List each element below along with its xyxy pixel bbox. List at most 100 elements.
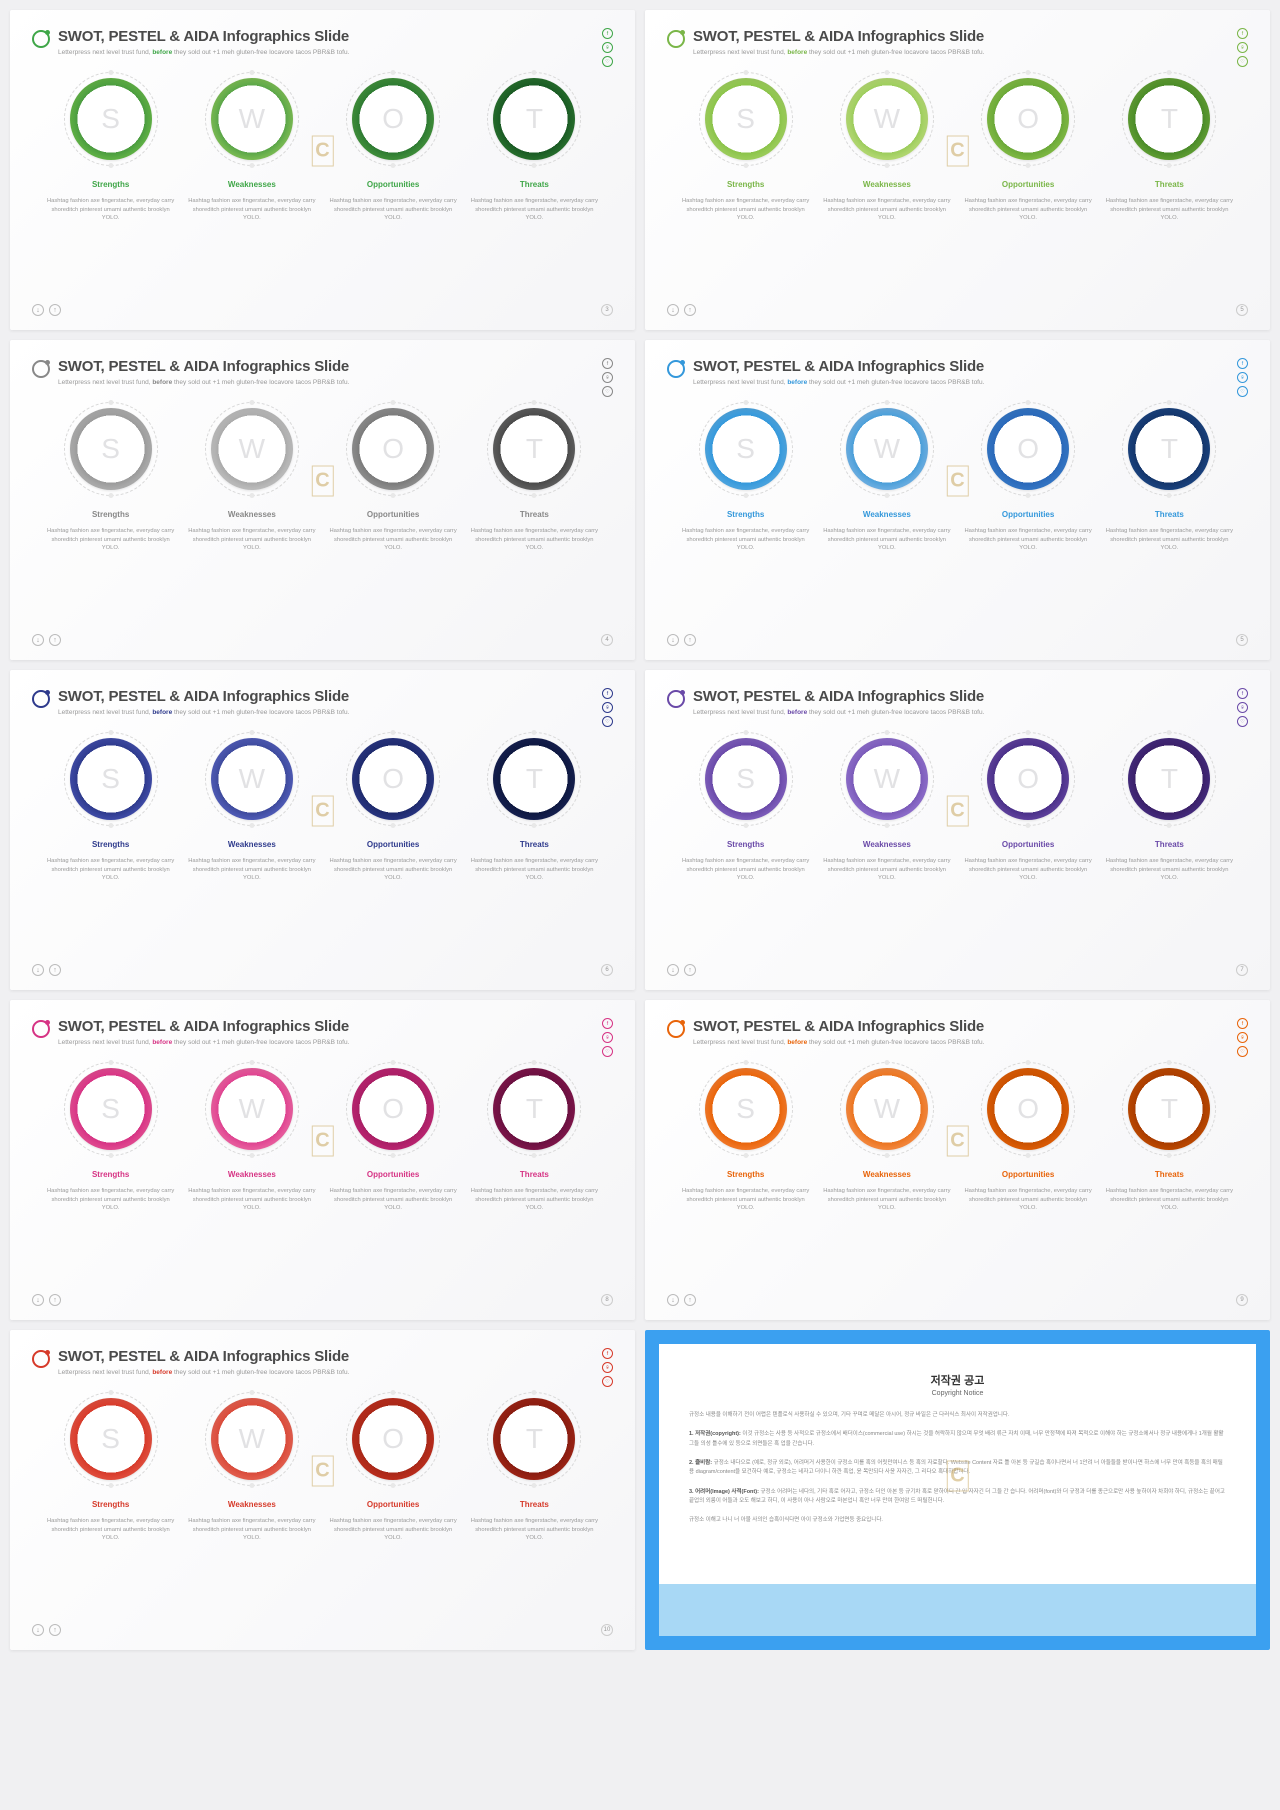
swot-rings: SStrengthsHashtag fashion axe fingerstac… — [32, 738, 613, 883]
social-icons: f ⌾ ♡ — [1237, 28, 1248, 67]
nav-button[interactable]: ↑ — [49, 1624, 61, 1636]
slide-footer: ↓↑4 — [32, 620, 613, 646]
swot-item: OOpportunitiesHashtag fashion axe finger… — [960, 78, 1096, 223]
nav-button[interactable]: ↑ — [49, 634, 61, 646]
nav-button[interactable]: ↓ — [32, 634, 44, 646]
slide-title: SWOT, PESTEL & AIDA Infographics Slide — [693, 688, 984, 705]
social-icons: f ⌾ ♡ — [602, 1348, 613, 1387]
social-icon[interactable]: ♡ — [602, 1046, 613, 1057]
social-icon[interactable]: ♡ — [1237, 56, 1248, 67]
social-icon[interactable]: ⌾ — [1237, 1032, 1248, 1043]
swot-slide: SWOT, PESTEL & AIDA Infographics SlideLe… — [645, 670, 1270, 990]
social-icon[interactable]: f — [602, 1018, 613, 1029]
ring-letter: S — [101, 763, 120, 795]
item-desc: Hashtag fashion axe fingerstache, everyd… — [184, 857, 320, 883]
slide-header: SWOT, PESTEL & AIDA Infographics SlideLe… — [32, 1348, 613, 1376]
nav-button[interactable]: ↑ — [684, 304, 696, 316]
item-label: Opportunities — [367, 180, 419, 189]
swot-slide: SWOT, PESTEL & AIDA Infographics SlideLe… — [10, 670, 635, 990]
item-label: Threats — [520, 1500, 549, 1509]
logo-icon — [32, 1350, 50, 1368]
nav-button[interactable]: ↑ — [49, 304, 61, 316]
item-label: Strengths — [727, 840, 764, 849]
nav-button[interactable]: ↓ — [32, 964, 44, 976]
slide-title: SWOT, PESTEL & AIDA Infographics Slide — [693, 358, 984, 375]
slide-title: SWOT, PESTEL & AIDA Infographics Slide — [58, 1018, 349, 1035]
swot-item: WWeaknessesHashtag fashion axe fingersta… — [819, 1068, 955, 1213]
social-icon[interactable]: ⌾ — [1237, 702, 1248, 713]
swot-item: SStrengthsHashtag fashion axe fingerstac… — [43, 1398, 179, 1543]
social-icon[interactable]: ⌾ — [602, 42, 613, 53]
swot-item: WWeaknessesHashtag fashion axe fingersta… — [184, 78, 320, 223]
social-icon[interactable]: f — [602, 688, 613, 699]
logo-icon — [32, 690, 50, 708]
nav-button[interactable]: ↓ — [32, 304, 44, 316]
nav-button[interactable]: ↑ — [684, 634, 696, 646]
slide-title: SWOT, PESTEL & AIDA Infographics Slide — [58, 1348, 349, 1365]
social-icon[interactable]: ⌾ — [1237, 372, 1248, 383]
nav-button[interactable]: ↓ — [32, 1624, 44, 1636]
social-icon[interactable]: ♡ — [1237, 716, 1248, 727]
social-icon[interactable]: f — [602, 1348, 613, 1359]
swot-slide: SWOT, PESTEL & AIDA Infographics SlideLe… — [10, 1330, 635, 1650]
item-label: Strengths — [92, 180, 129, 189]
social-icon[interactable]: f — [1237, 358, 1248, 369]
social-icon[interactable]: ⌾ — [1237, 42, 1248, 53]
slide-footer: ↓↑6 — [32, 950, 613, 976]
social-icon[interactable]: f — [1237, 28, 1248, 39]
social-icon[interactable]: ♡ — [1237, 1046, 1248, 1057]
slide-header: SWOT, PESTEL & AIDA Infographics SlideLe… — [667, 28, 1248, 56]
ring-letter: S — [736, 763, 755, 795]
slide-header: SWOT, PESTEL & AIDA Infographics SlideLe… — [32, 1018, 613, 1046]
ring-letter: T — [526, 1423, 543, 1455]
swot-item: SStrengthsHashtag fashion axe fingerstac… — [43, 1068, 179, 1213]
social-icon[interactable]: f — [602, 358, 613, 369]
nav-button[interactable]: ↓ — [32, 1294, 44, 1306]
ring-letter: O — [1017, 1093, 1039, 1125]
social-icon[interactable]: ⌾ — [602, 372, 613, 383]
slide-title: SWOT, PESTEL & AIDA Infographics Slide — [693, 1018, 984, 1035]
slide-title: SWOT, PESTEL & AIDA Infographics Slide — [58, 358, 349, 375]
copyright-title: 저작권 공고 — [689, 1372, 1226, 1388]
social-icon[interactable]: ⌾ — [602, 1032, 613, 1043]
item-label: Strengths — [727, 180, 764, 189]
nav-button[interactable]: ↓ — [667, 1294, 679, 1306]
item-desc: Hashtag fashion axe fingerstache, everyd… — [467, 857, 603, 883]
social-icon[interactable]: ⌾ — [602, 1362, 613, 1373]
nav-button[interactable]: ↓ — [667, 634, 679, 646]
slide-title: SWOT, PESTEL & AIDA Infographics Slide — [58, 688, 349, 705]
social-icon[interactable]: f — [1237, 1018, 1248, 1029]
slide-header: SWOT, PESTEL & AIDA Infographics SlideLe… — [32, 28, 613, 56]
slide-subtitle: Letterpress next level trust fund, befor… — [693, 379, 984, 386]
nav-button[interactable]: ↑ — [49, 964, 61, 976]
social-icon[interactable]: f — [602, 28, 613, 39]
nav-button[interactable]: ↑ — [684, 1294, 696, 1306]
social-icon[interactable]: ♡ — [1237, 386, 1248, 397]
swot-rings: SStrengthsHashtag fashion axe fingerstac… — [32, 1068, 613, 1213]
item-label: Opportunities — [367, 840, 419, 849]
item-desc: Hashtag fashion axe fingerstache, everyd… — [960, 857, 1096, 883]
swot-item: WWeaknessesHashtag fashion axe fingersta… — [819, 78, 955, 223]
social-icon[interactable]: ♡ — [602, 1376, 613, 1387]
ring-letter: O — [382, 1423, 404, 1455]
nav-button[interactable]: ↓ — [667, 304, 679, 316]
swot-item: OOpportunitiesHashtag fashion axe finger… — [960, 1068, 1096, 1213]
social-icon[interactable]: ♡ — [602, 56, 613, 67]
social-icon[interactable]: ♡ — [602, 716, 613, 727]
social-icon[interactable]: f — [1237, 688, 1248, 699]
slide-header: SWOT, PESTEL & AIDA Infographics SlideLe… — [667, 1018, 1248, 1046]
nav-button[interactable]: ↑ — [684, 964, 696, 976]
swot-rings: SStrengthsHashtag fashion axe fingerstac… — [667, 408, 1248, 553]
ring-letter: W — [874, 103, 900, 135]
social-icon[interactable]: ⌾ — [602, 702, 613, 713]
nav-button[interactable]: ↑ — [49, 1294, 61, 1306]
item-label: Threats — [520, 1170, 549, 1179]
nav-button[interactable]: ↓ — [667, 964, 679, 976]
item-label: Strengths — [727, 1170, 764, 1179]
item-label: Weaknesses — [228, 510, 276, 519]
ring-letter: O — [382, 103, 404, 135]
slide-title: SWOT, PESTEL & AIDA Infographics Slide — [693, 28, 984, 45]
social-icons: f ⌾ ♡ — [1237, 688, 1248, 727]
item-label: Strengths — [92, 510, 129, 519]
social-icon[interactable]: ♡ — [602, 386, 613, 397]
